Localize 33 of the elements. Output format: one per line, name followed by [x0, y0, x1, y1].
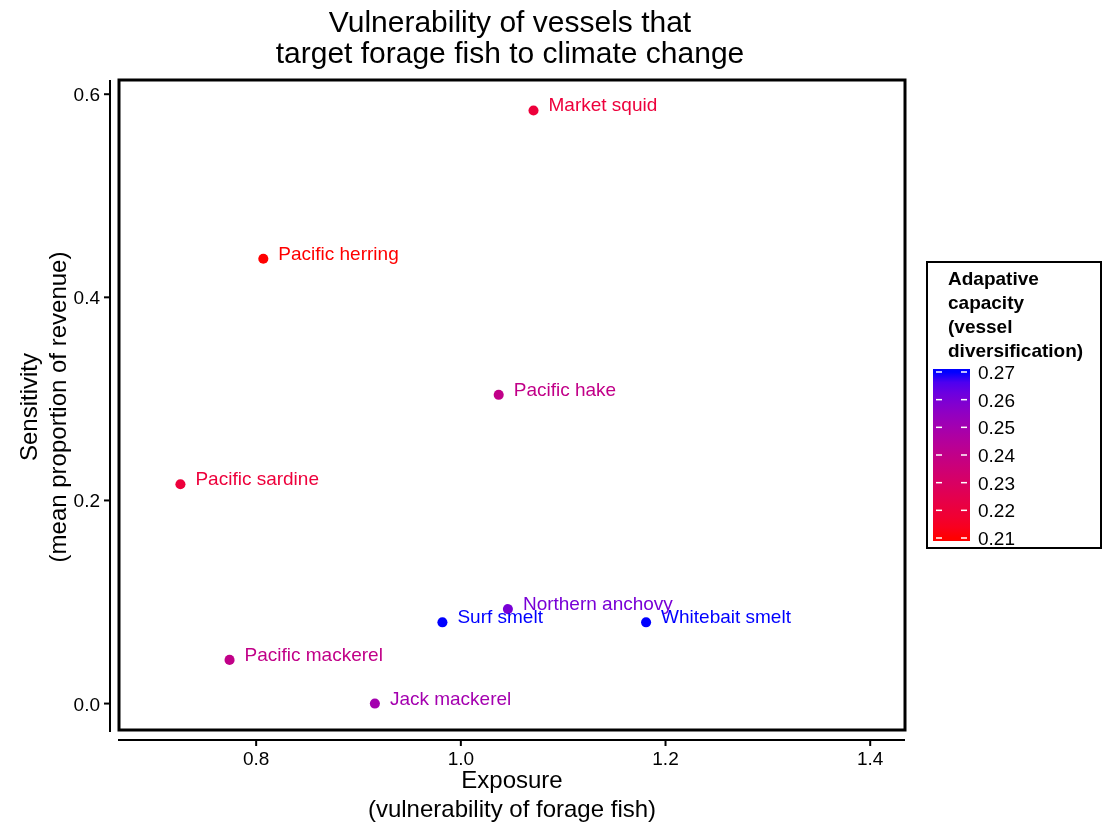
x-tick-label: 1.2: [652, 748, 679, 769]
point: [493, 389, 504, 400]
annotation: Jack mackerel: [389, 687, 512, 709]
annotation: Pacific hake: [513, 378, 617, 400]
x-tick-label: 0.8: [242, 748, 270, 769]
x-tick-label: 1.0: [447, 748, 475, 769]
point: [224, 654, 235, 665]
color-bar-label: 0.24: [978, 445, 1016, 466]
color-bar-label: 0.26: [978, 389, 1015, 411]
y-tick-label: 0.0: [73, 693, 100, 715]
point: [437, 617, 448, 628]
color-bar-label: 0.27: [978, 362, 1015, 383]
annotation: Pacific sardine: [195, 468, 319, 490]
color-bar-label: 0.21: [978, 528, 1015, 549]
point: [528, 105, 539, 116]
point: [369, 698, 380, 709]
color-bar-label: 0.22: [978, 500, 1015, 522]
annotation: Market squid: [548, 94, 658, 116]
y-axis-title: Sensitivity (mean proportion of revenue): [15, 251, 71, 563]
y-tick-label: 0.6: [73, 84, 100, 106]
point: [175, 479, 186, 490]
point: [641, 617, 652, 628]
annotation: Pacific herring: [278, 242, 399, 264]
color-bar-title: Adapative capacity (vessel diversification): [948, 268, 1084, 361]
x-tick-label: 1.4: [856, 748, 884, 769]
x-axis-title: Exposure (vulnerability of forage fish): [367, 766, 657, 822]
y-tick-label: 0.4: [73, 287, 101, 309]
color-bar-label: 0.23: [978, 472, 1015, 494]
annotation: Pacific mackerel: [244, 643, 383, 665]
color-bar-label: 0.25: [978, 417, 1015, 439]
chart-title: Vulnerability of vessels that target forage fish to climate change: [275, 5, 745, 69]
y-tick-label: 0.2: [73, 490, 100, 512]
point: [258, 253, 269, 264]
